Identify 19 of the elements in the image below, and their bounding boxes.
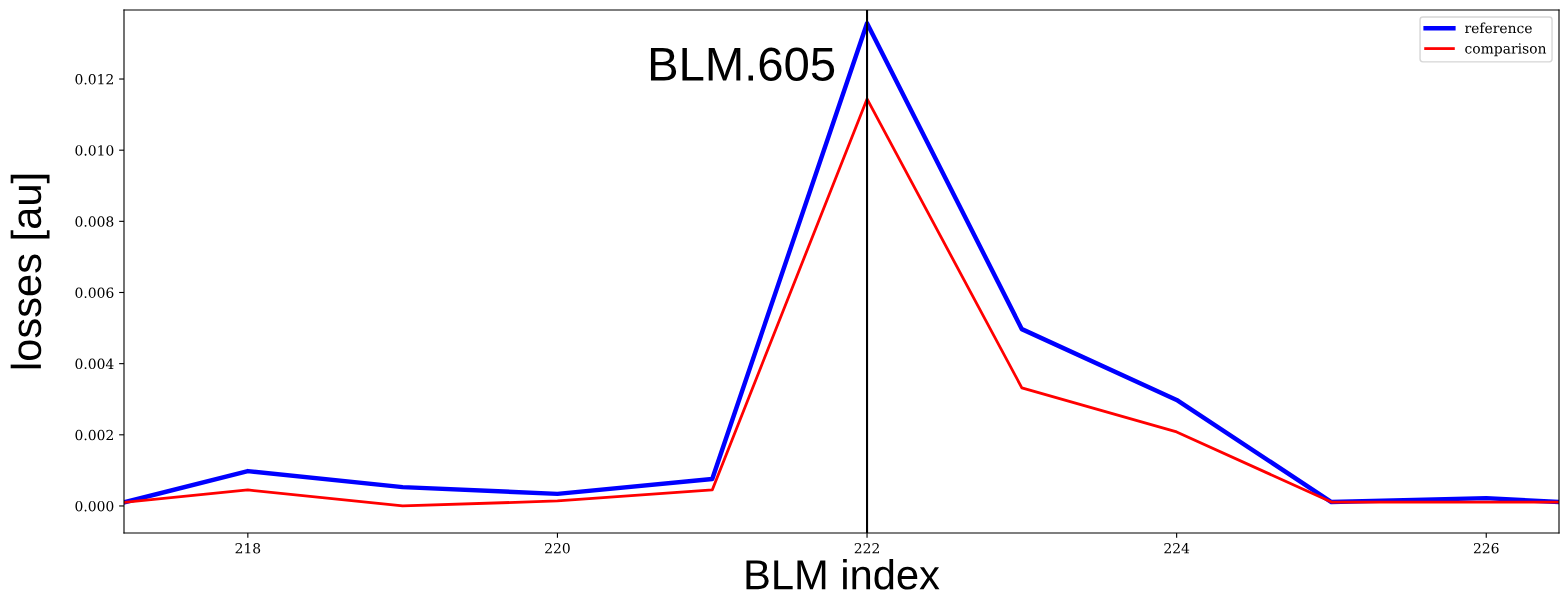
- legend-label: reference: [1465, 22, 1532, 34]
- line-series: [124, 97, 1559, 508]
- y-axis-title: losses [au]: [10, 174, 50, 369]
- y-tick-label: 0.000: [75, 500, 114, 512]
- y-tick-label: 0.012: [75, 73, 113, 85]
- y-tick-label: 0.002: [75, 429, 113, 441]
- x-tick-label: 218: [235, 542, 261, 554]
- x-axis-title: BLM index: [746, 558, 940, 590]
- y-tick-label: 0.004: [75, 358, 114, 370]
- y-tick-label: 0.008: [75, 216, 114, 227]
- x-tick-label: 224: [1164, 542, 1190, 554]
- x-tick-label: 226: [1473, 542, 1499, 554]
- y-tick-label: 0.006: [75, 287, 114, 298]
- legend-label: comparison: [1465, 43, 1547, 57]
- x-tick-label: 222: [854, 542, 879, 554]
- ref-line-label: BLM.605: [650, 47, 835, 82]
- x-tick-label: 220: [545, 542, 570, 554]
- y-tick-label: 0.010: [75, 145, 114, 156]
- line-series: [124, 20, 1559, 505]
